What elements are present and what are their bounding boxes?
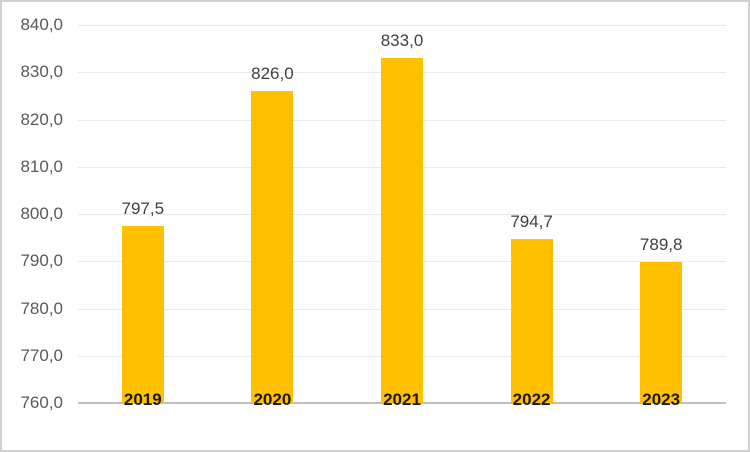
gridline (78, 25, 726, 26)
x-category-label: 2019 (123, 390, 162, 409)
data-label: 794,7 (510, 212, 553, 232)
y-tick-label: 770,0 (20, 345, 63, 365)
data-label: 797,5 (121, 198, 165, 218)
y-tick-label: 810,0 (20, 156, 63, 176)
y-tick-label: 800,0 (20, 204, 63, 223)
bar-group-2022: 794,7 (510, 212, 553, 403)
y-tick-label: 840,0 (20, 15, 63, 34)
y-tick-label: 820,0 (20, 109, 63, 129)
x-category-label: 2023 (642, 390, 681, 409)
bar-2021 (381, 58, 423, 403)
bar-group-2019: 797,5 (121, 199, 164, 403)
y-tick-label: 790,0 (20, 251, 63, 271)
data-label: 833,0 (380, 31, 424, 51)
bar-2020 (251, 91, 294, 403)
y-tick-label: 760,0 (20, 393, 63, 412)
x-category-label: 2020 (253, 390, 292, 409)
y-tick-label: 780,0 (20, 298, 63, 318)
bar-group-2023: 789,8 (640, 235, 683, 403)
data-label: 826,0 (251, 64, 294, 84)
y-tick-label: 830,0 (20, 62, 63, 82)
x-category-label: 2022 (512, 390, 551, 409)
data-label: 789,8 (639, 235, 683, 255)
bar-2023 (640, 262, 683, 403)
plot-area: 797,5 826,0 833,0 794,7 789,8 (78, 25, 726, 404)
bar-2019 (121, 225, 164, 403)
bar-2022 (510, 239, 553, 403)
bar-group-2021: 833,0 (381, 31, 423, 403)
x-axis-line (78, 402, 726, 404)
x-category-label: 2021 (383, 390, 421, 409)
bar-group-2020: 826,0 (251, 64, 294, 403)
